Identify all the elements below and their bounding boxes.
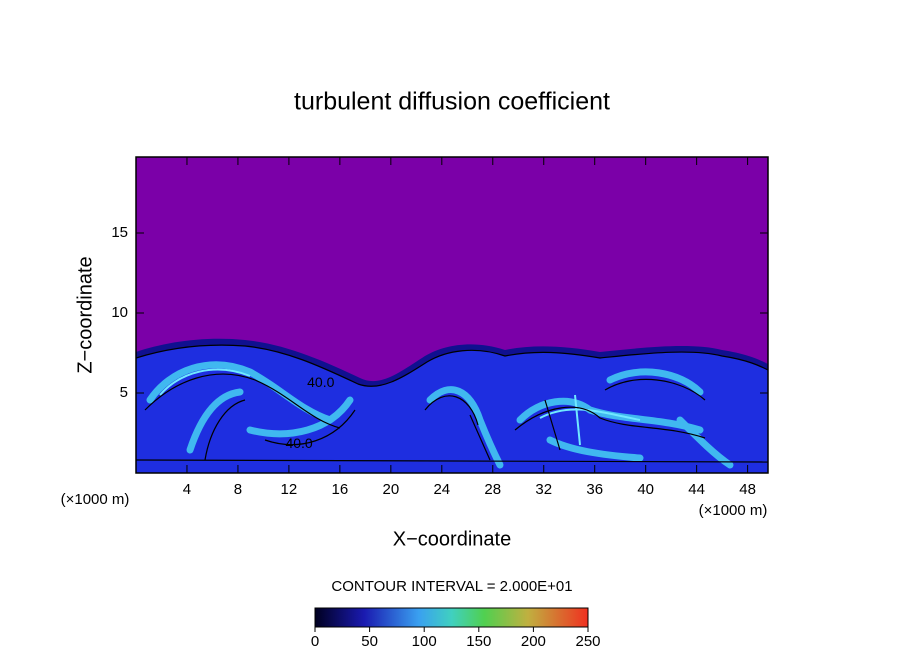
colorbar-tick-label: 200 — [521, 633, 546, 650]
colorbar-tick-label: 100 — [412, 633, 437, 650]
field — [136, 157, 768, 473]
colorbar — [314, 607, 589, 628]
colorbar-tick-label: 50 — [361, 633, 378, 650]
x-tick-label: 28 — [484, 481, 501, 498]
x-tick-label: 32 — [535, 481, 552, 498]
colorbar-tick-label: 0 — [311, 633, 319, 650]
x-tick-label: 36 — [586, 481, 603, 498]
x-unit: (×1000 m) — [699, 502, 768, 519]
x-tick-label: 8 — [234, 481, 242, 498]
x-tick-label: 40 — [637, 481, 654, 498]
x-tick-label: 16 — [332, 481, 349, 498]
y-unit: (×1000 m) — [61, 491, 130, 508]
x-tick-label: 44 — [688, 481, 705, 498]
x-tick-label: 48 — [739, 481, 756, 498]
y-tick-label: 10 — [111, 304, 128, 321]
colorbar-tick-label: 250 — [575, 633, 600, 650]
y-axis-label: Z−coordinate — [74, 256, 96, 373]
x-axis-label: X−coordinate — [393, 528, 511, 550]
chart-title: turbulent diffusion coefficient — [294, 88, 610, 116]
x-tick-label: 20 — [382, 481, 399, 498]
contour-label: 40.0 — [285, 435, 312, 451]
x-tick-label: 24 — [433, 481, 450, 498]
contour-label: 40.0 — [307, 374, 334, 390]
x-tick-label: 12 — [281, 481, 298, 498]
y-tick-label: 5 — [120, 384, 128, 401]
plot-frame — [135, 156, 769, 474]
contour-interval: CONTOUR INTERVAL = 2.000E+01 — [331, 578, 572, 595]
y-tick-label: 15 — [111, 224, 128, 241]
x-tick-label: 4 — [183, 481, 191, 498]
colorbar-tick-label: 150 — [466, 633, 491, 650]
